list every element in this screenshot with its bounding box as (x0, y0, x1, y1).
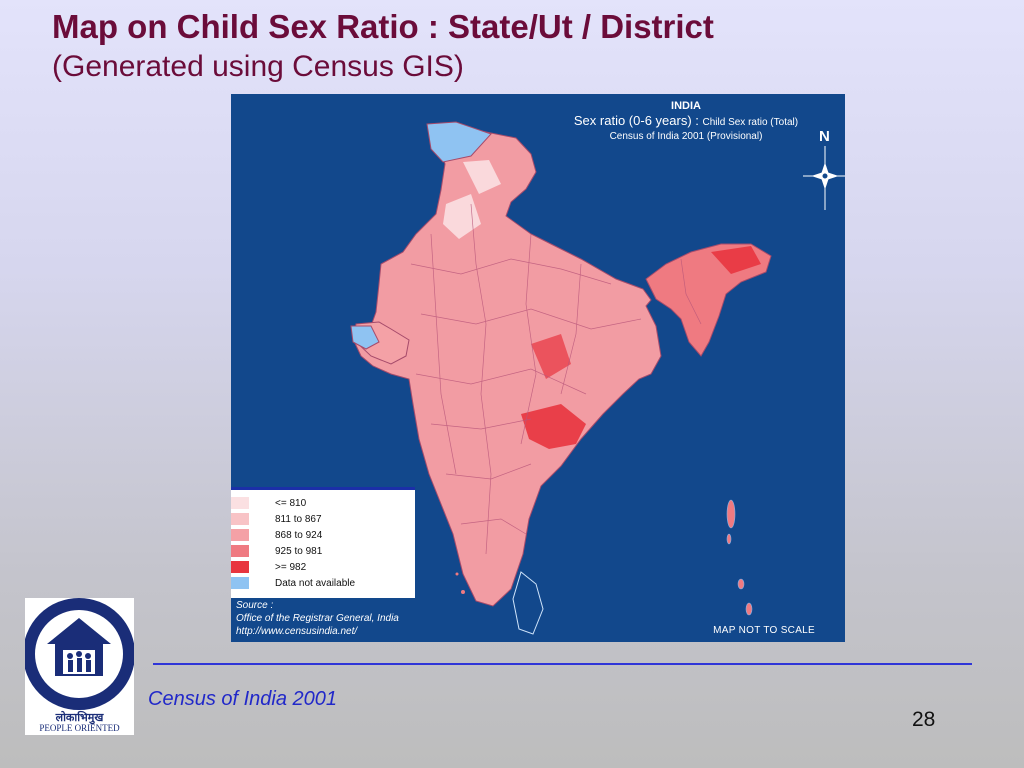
census-logo-emblem-icon (25, 598, 134, 710)
legend-label: >= 982 (275, 561, 307, 573)
legend-swatch (231, 545, 249, 557)
india-mainland (352, 125, 662, 607)
census-of-india-logo: लोकाभिमुख PEOPLE ORIENTED (25, 598, 134, 735)
andaman-nicobar-islands (726, 499, 753, 616)
legend-item: 925 to 981 (231, 543, 322, 559)
map-source: Source : Office of the Registrar General… (236, 599, 399, 638)
gujarat-no-data (350, 325, 380, 350)
map-subheading: Sex ratio (0-6 years) : Child Sex ratio … (531, 113, 841, 130)
legend-swatch (231, 529, 249, 541)
low-ratio-northwest (443, 194, 481, 239)
legend-swatch (231, 497, 249, 509)
map-heading-block: INDIA Sex ratio (0-6 years) : Child Sex … (531, 100, 841, 143)
compass-rose-icon (803, 146, 845, 210)
legend-swatch (231, 513, 249, 525)
slide-title: Map on Child Sex Ratio : State/Ut / Dist… (52, 8, 714, 45)
legend-label: 811 to 867 (275, 513, 322, 525)
legend-swatch (231, 561, 249, 573)
lakshadweep-islands (455, 572, 465, 594)
legend-label: <= 810 (275, 497, 307, 509)
legend-item: <= 810 (231, 495, 306, 511)
legend-label: Data not available (275, 577, 356, 589)
logo-caption-hindi: लोकाभिमुख (55, 711, 104, 724)
northeast-region (645, 243, 772, 357)
high-ratio-central (531, 334, 571, 379)
source-line-2: http://www.censusindia.net/ (236, 626, 358, 637)
source-label: Source : (236, 600, 274, 611)
sri-lanka-outline (512, 571, 544, 635)
footer-text: Census of India 2001 (148, 688, 338, 710)
district-boundaries (410, 203, 702, 555)
logo-caption-english: PEOPLE ORIENTED (39, 723, 120, 733)
india-child-sex-ratio-map: INDIA Sex ratio (0-6 years) : Child Sex … (231, 94, 845, 642)
north-label: N (819, 128, 830, 145)
legend-item: 811 to 867 (231, 511, 322, 527)
low-ratio-punjab (463, 160, 501, 194)
map-legend: <= 810 811 to 867 868 to 924 925 to 981 … (231, 487, 415, 598)
map-heading: INDIA (671, 100, 701, 112)
page-number: 28 (912, 708, 936, 731)
high-ratio-northeast (711, 246, 761, 274)
source-line-1: Office of the Registrar General, India (236, 613, 399, 624)
legend-swatch (231, 577, 249, 589)
map-drawing (350, 121, 845, 635)
slide-subtitle: (Generated using Census GIS) (52, 50, 464, 83)
map-subheading-source: Census of India 2001 (Provisional) (609, 131, 763, 142)
legend-item: 868 to 924 (231, 527, 322, 543)
kashmir-no-data (426, 121, 492, 163)
legend-label: 868 to 924 (275, 529, 323, 541)
legend-label: 925 to 981 (275, 545, 323, 557)
footer-divider (153, 663, 972, 665)
high-ratio-east (521, 404, 586, 449)
scale-note: MAP NOT TO SCALE (713, 625, 815, 636)
legend-item: >= 982 (231, 559, 306, 575)
map-subheading-small: Child Sex ratio (Total) (702, 117, 799, 128)
map-subheading-main: Sex ratio (0-6 years) : (573, 113, 703, 128)
legend-item: Data not available (231, 575, 355, 591)
